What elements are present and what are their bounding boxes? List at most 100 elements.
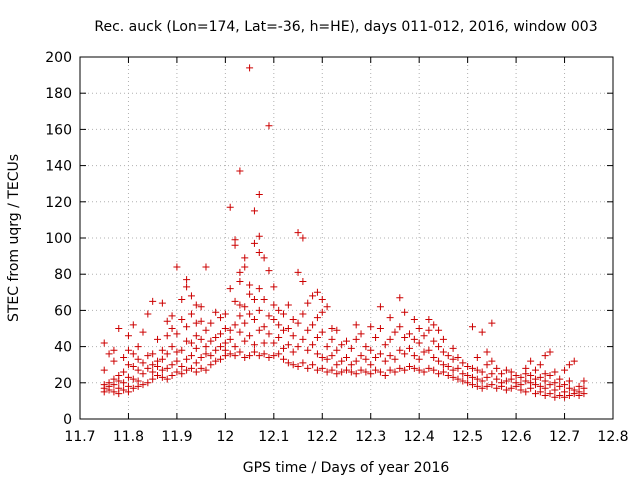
data-point-plus-marker	[197, 353, 205, 361]
data-point-plus-marker	[168, 361, 176, 369]
data-point-plus-marker	[318, 364, 326, 372]
data-point-plus-marker	[129, 321, 137, 329]
data-point-plus-marker	[163, 332, 171, 340]
data-point-plus-marker	[284, 301, 292, 309]
data-point-plus-marker	[551, 386, 559, 394]
data-point-plus-marker	[236, 167, 244, 175]
data-point-plus-marker	[100, 381, 108, 389]
data-point-plus-marker	[488, 357, 496, 365]
data-point-plus-marker	[464, 372, 472, 380]
data-point-plus-marker	[217, 343, 225, 351]
data-point-plus-marker	[333, 326, 341, 334]
data-point-plus-marker	[139, 381, 147, 389]
data-point-plus-marker	[124, 373, 132, 381]
data-point-plus-marker	[313, 366, 321, 374]
data-point-plus-marker	[478, 328, 486, 336]
y-tick-label: 60	[54, 303, 72, 319]
data-point-plus-marker	[275, 321, 283, 329]
data-point-plus-marker	[270, 339, 278, 347]
data-point-plus-marker	[168, 343, 176, 351]
data-point-plus-marker	[459, 359, 467, 367]
data-point-plus-marker	[246, 352, 254, 360]
data-point-plus-marker	[183, 323, 191, 331]
data-point-plus-marker	[270, 301, 278, 309]
data-point-plus-marker	[449, 366, 457, 374]
data-point-plus-marker	[468, 364, 476, 372]
data-point-plus-marker	[250, 296, 258, 304]
data-point-plus-marker	[299, 234, 307, 242]
data-point-plus-marker	[430, 321, 438, 329]
data-point-plus-marker	[483, 373, 491, 381]
data-point-plus-marker	[260, 323, 268, 331]
data-point-plus-marker	[250, 348, 258, 356]
data-point-plus-marker	[512, 372, 520, 380]
data-point-plus-marker	[226, 203, 234, 211]
data-point-plus-marker	[173, 348, 181, 356]
data-point-plus-marker	[212, 357, 220, 365]
data-point-plus-marker	[391, 355, 399, 363]
data-point-plus-marker	[425, 315, 433, 323]
data-point-plus-marker	[507, 368, 515, 376]
data-point-plus-marker	[207, 352, 215, 360]
data-point-plus-marker	[246, 281, 254, 289]
data-point-plus-marker	[275, 334, 283, 342]
data-point-plus-marker	[202, 326, 210, 334]
data-point-plus-marker	[139, 359, 147, 367]
data-point-plus-marker	[318, 353, 326, 361]
data-point-plus-marker	[309, 321, 317, 329]
data-point-plus-marker	[338, 357, 346, 365]
data-point-plus-marker	[163, 375, 171, 383]
data-point-plus-marker	[415, 355, 423, 363]
data-point-plus-marker	[328, 352, 336, 360]
data-point-plus-marker	[483, 348, 491, 356]
data-point-plus-marker	[183, 283, 191, 291]
data-point-plus-marker	[473, 353, 481, 361]
data-point-plus-marker	[367, 370, 375, 378]
data-point-plus-marker	[561, 388, 569, 396]
data-point-plus-marker	[241, 319, 249, 327]
data-point-plus-marker	[313, 314, 321, 322]
data-point-plus-marker	[192, 344, 200, 352]
data-point-plus-marker	[120, 368, 128, 376]
data-point-plus-marker	[309, 292, 317, 300]
data-point-plus-marker	[265, 353, 273, 361]
data-point-plus-marker	[376, 350, 384, 358]
data-point-plus-marker	[202, 366, 210, 374]
data-point-plus-marker	[299, 359, 307, 367]
data-point-plus-marker	[343, 353, 350, 361]
x-tick-label: 12.5	[452, 429, 483, 445]
data-point-plus-marker	[260, 339, 268, 347]
x-tick-label: 12	[216, 429, 234, 445]
data-point-plus-marker	[260, 254, 268, 262]
data-point-plus-marker	[192, 359, 200, 367]
data-point-plus-marker	[168, 312, 176, 320]
data-point-plus-marker	[149, 361, 157, 369]
data-point-plus-marker	[473, 382, 481, 390]
data-point-plus-marker	[367, 346, 375, 354]
data-point-plus-marker	[236, 312, 244, 320]
data-point-plus-marker	[362, 355, 370, 363]
data-point-plus-marker	[192, 319, 200, 327]
data-point-plus-marker	[255, 326, 263, 334]
data-point-plus-marker	[570, 386, 578, 394]
data-point-plus-marker	[527, 357, 535, 365]
data-point-plus-marker	[100, 339, 108, 347]
data-point-plus-marker	[522, 388, 530, 396]
data-point-plus-marker	[236, 301, 244, 309]
data-point-plus-marker	[217, 330, 225, 338]
data-point-plus-marker	[401, 366, 409, 374]
data-point-plus-marker	[323, 355, 331, 363]
data-point-plus-marker	[541, 370, 549, 378]
x-tick-label: 12.3	[355, 429, 386, 445]
data-point-plus-marker	[405, 344, 413, 352]
data-point-plus-marker	[110, 357, 118, 365]
data-point-plus-marker	[309, 361, 317, 369]
data-point-plus-marker	[396, 294, 404, 302]
data-point-plus-marker	[328, 335, 336, 343]
data-point-plus-marker	[294, 319, 302, 327]
x-axis-label: GPS time / Days of year 2016	[243, 460, 450, 476]
data-point-plus-marker	[386, 366, 394, 374]
data-point-plus-marker	[362, 343, 370, 351]
data-point-plus-marker	[546, 381, 554, 389]
